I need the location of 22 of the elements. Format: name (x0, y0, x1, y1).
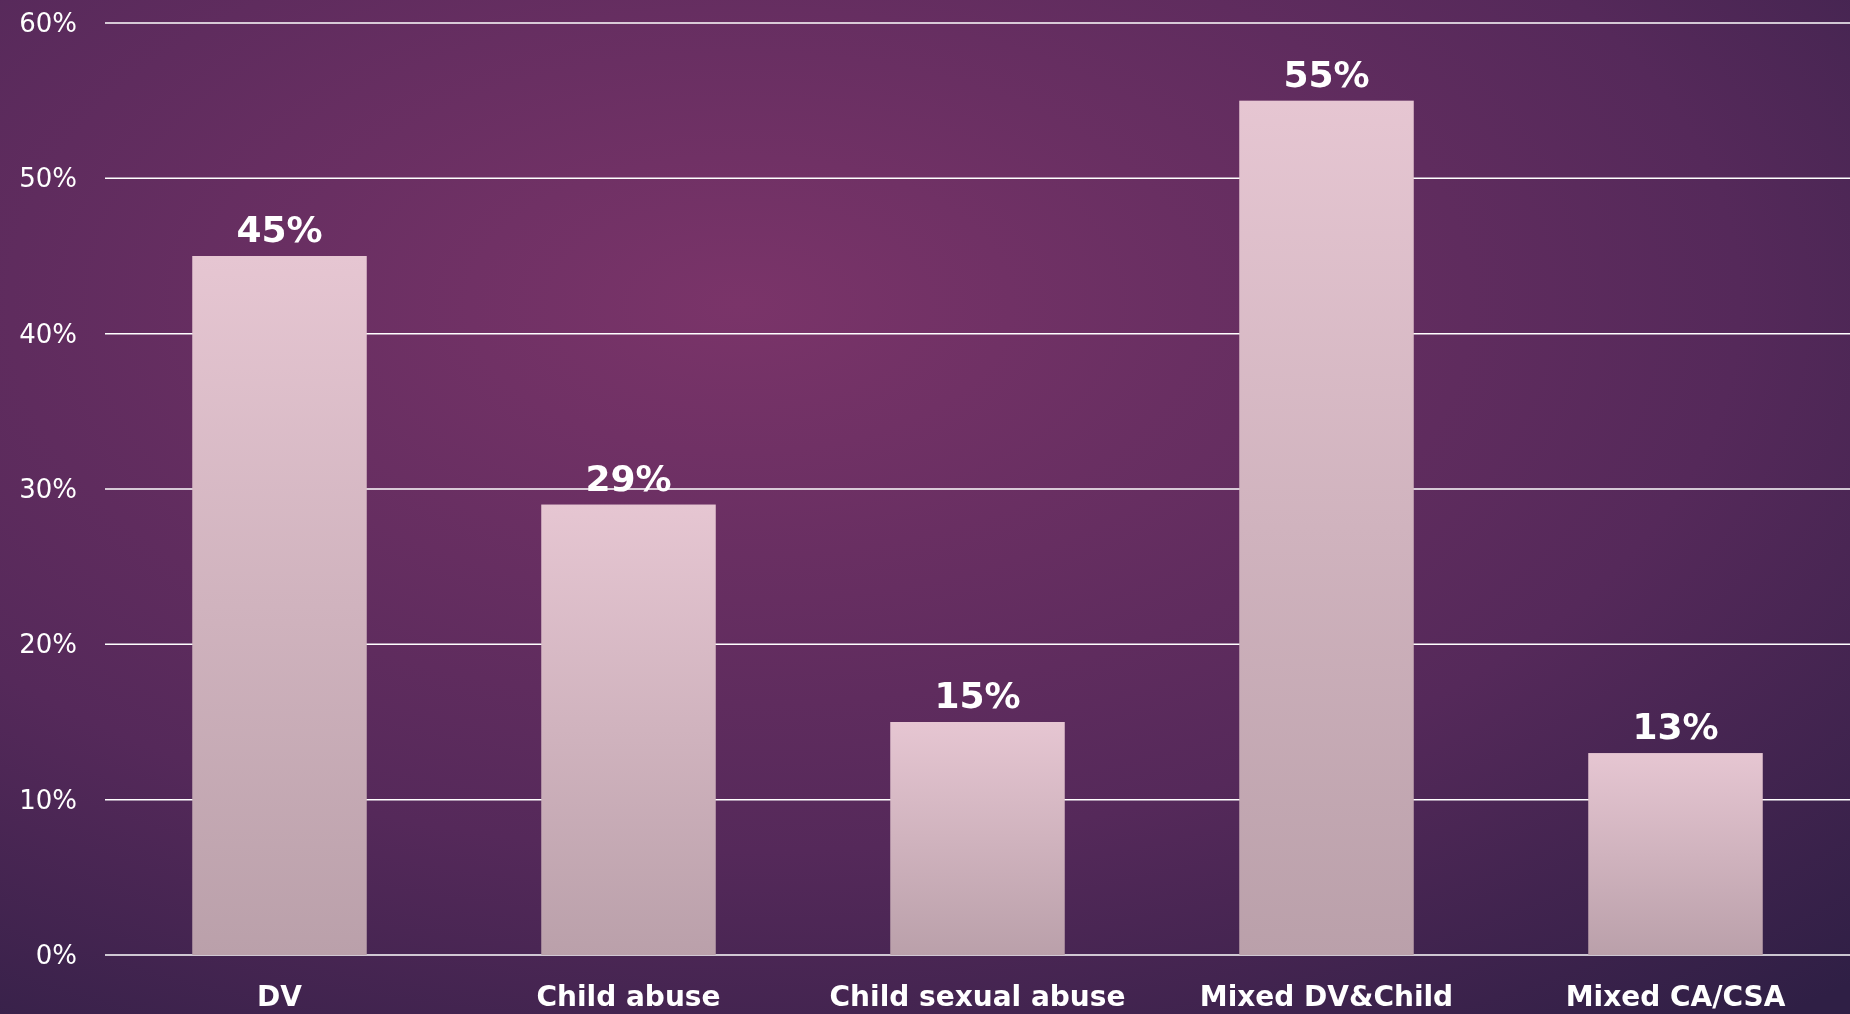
bar (1239, 100, 1414, 955)
y-tick-label: 20% (19, 629, 77, 660)
data-label: 29% (585, 457, 672, 499)
bar (192, 256, 367, 955)
data-label: 15% (934, 675, 1021, 716)
data-label: 13% (1632, 706, 1719, 748)
bar (541, 504, 716, 955)
bar (1588, 753, 1763, 955)
x-tick-label: Child sexual abuse (829, 980, 1126, 1013)
y-tick-label: 0% (35, 940, 77, 971)
data-label: 55% (1283, 53, 1370, 95)
x-tick-label: Mixed CA/CSA (1565, 980, 1786, 1013)
x-tick-label: Mixed DV&Child (1199, 980, 1454, 1013)
bar (890, 722, 1065, 955)
x-tick-label: Child abuse (536, 980, 721, 1013)
y-tick-label: 40% (19, 318, 77, 349)
data-label: 45% (236, 209, 323, 250)
y-tick-label: 10% (19, 784, 77, 815)
y-tick-label: 50% (19, 163, 77, 194)
x-tick-label: DV (257, 980, 303, 1013)
y-tick-label: 60% (19, 8, 77, 39)
y-tick-label: 30% (19, 474, 77, 505)
